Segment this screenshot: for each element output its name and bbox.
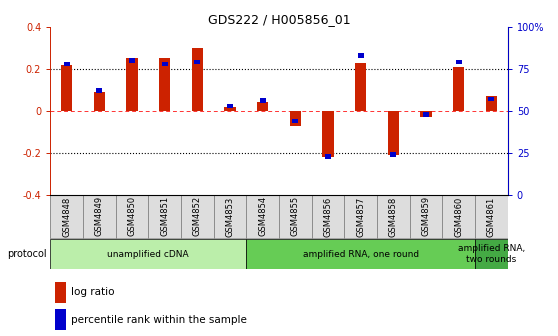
Bar [355,62,367,111]
Bar [159,58,170,111]
Bar [191,48,203,111]
Bar [126,58,138,111]
Bar [194,60,200,65]
Bar [388,111,399,155]
Bar [420,111,432,117]
Bar [50,239,246,269]
Text: protocol: protocol [7,249,47,259]
Bar [344,195,377,238]
Bar [456,60,461,65]
Bar [55,309,66,330]
Text: GSM4854: GSM4854 [258,196,267,237]
Bar [214,195,246,238]
Text: GSM4857: GSM4857 [356,196,365,237]
Text: GSM4861: GSM4861 [487,196,496,237]
Bar [181,195,214,238]
Bar [358,53,364,58]
Bar [453,67,464,111]
Bar [290,111,301,126]
Bar [227,103,233,108]
Text: GSM4850: GSM4850 [127,196,136,237]
Text: GSM4856: GSM4856 [324,196,333,237]
Bar [279,195,312,238]
Text: GSM4853: GSM4853 [225,196,234,237]
Bar [61,65,73,111]
Bar [224,107,235,111]
Text: GSM4851: GSM4851 [160,196,169,237]
Bar [64,61,70,66]
Bar [323,111,334,157]
Bar [116,195,148,238]
Bar [488,97,494,101]
Text: amplified RNA,
two rounds: amplified RNA, two rounds [458,244,525,264]
Text: log ratio: log ratio [71,288,114,297]
Bar [50,195,83,238]
Bar [442,195,475,238]
Bar [475,195,508,238]
Text: GSM4849: GSM4849 [95,196,104,237]
Text: percentile rank within the sample: percentile rank within the sample [71,315,247,325]
Text: GSM4855: GSM4855 [291,196,300,237]
Text: GSM4860: GSM4860 [454,196,463,237]
Bar [391,152,396,157]
Bar [55,282,66,303]
Bar [148,195,181,238]
Bar [475,239,508,269]
Bar [292,119,299,123]
Bar [97,88,102,93]
Text: GSM4852: GSM4852 [193,196,202,237]
Text: GSM4848: GSM4848 [62,196,71,237]
Bar [325,154,331,159]
Bar [129,58,135,63]
Text: unamplified cDNA: unamplified cDNA [108,250,189,258]
Bar [162,61,167,66]
Text: GSM4859: GSM4859 [422,196,431,237]
Bar [410,195,442,238]
Bar [312,195,344,238]
Text: GSM4858: GSM4858 [389,196,398,237]
Bar [94,92,105,111]
Bar [257,102,268,111]
Bar [377,195,410,238]
Bar [246,239,475,269]
Bar [423,112,429,117]
Bar [485,96,497,111]
Bar [259,98,266,103]
Title: GDS222 / H005856_01: GDS222 / H005856_01 [208,13,350,26]
Bar [83,195,116,238]
Text: amplified RNA, one round: amplified RNA, one round [302,250,418,258]
Bar [246,195,279,238]
